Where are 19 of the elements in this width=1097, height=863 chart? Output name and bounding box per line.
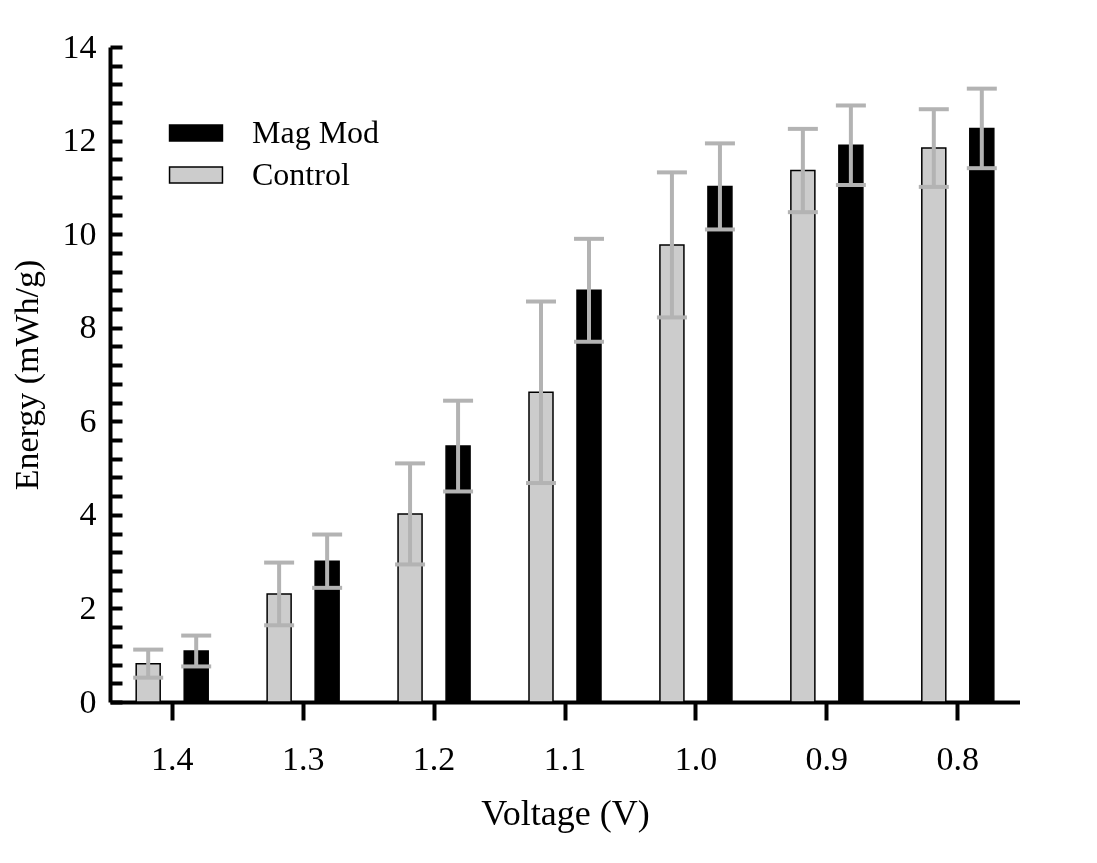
y-tick-label: 6 [79,401,97,439]
x-tick-label: 1.3 [281,739,325,777]
y-tick-label: 14 [62,27,97,65]
x-tick-label: 1.0 [674,739,718,777]
x-tick-label: 0.8 [936,739,980,777]
legend-label: Control [252,156,350,192]
x-tick-label: 1.1 [543,739,587,777]
y-tick-label: 10 [62,214,97,252]
y-tick-label: 8 [79,308,97,346]
y-tick-label: 0 [79,682,97,720]
x-tick-label: 1.2 [412,739,456,777]
y-axis-title: Energy (mWh/g) [7,259,46,491]
legend-label: Mag Mod [252,114,380,150]
y-tick-label: 4 [79,495,97,533]
x-tick-label: 1.4 [150,739,194,777]
x-axis-title: Voltage (V) [481,792,650,833]
y-tick-label: 2 [79,588,97,626]
x-tick-label: 0.9 [805,739,849,777]
y-tick-label: 12 [62,121,97,159]
